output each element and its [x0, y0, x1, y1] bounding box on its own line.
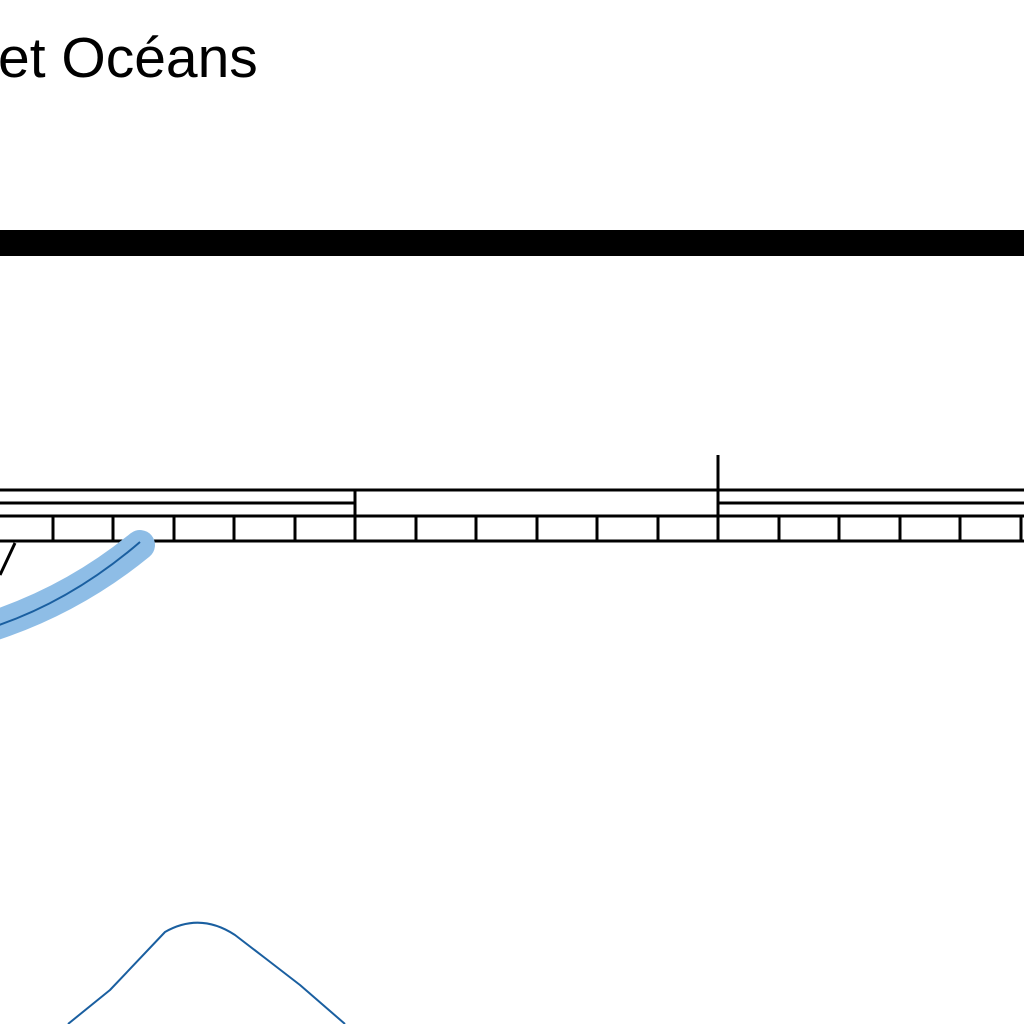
water-feature	[0, 542, 140, 630]
boundary-stroke	[0, 543, 15, 575]
graduated-scale-bar	[0, 455, 1024, 541]
contour-line	[68, 923, 345, 1024]
scale-bar-ticks	[53, 516, 1021, 541]
